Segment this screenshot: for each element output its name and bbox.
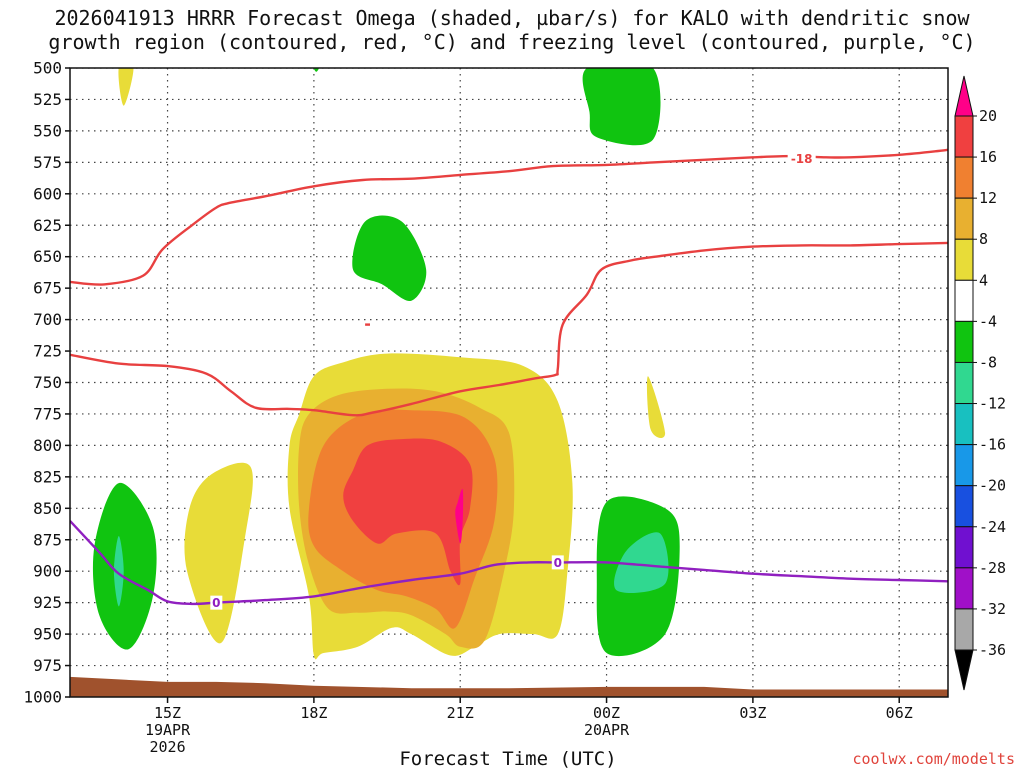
credit-link[interactable]: coolwx.com/modelts — [852, 750, 1015, 768]
y-tick-label: 725 — [33, 342, 62, 361]
colorbar-label: 4 — [979, 271, 988, 289]
colorbar-label: -36 — [979, 641, 1006, 659]
y-tick-label: 775 — [33, 404, 62, 423]
colorbar-box — [954, 115, 974, 158]
y-tick-label: 500 — [33, 59, 62, 78]
colorbar-label: -16 — [979, 436, 1006, 454]
y-tick-label: 875 — [33, 530, 62, 549]
colorbar-box — [954, 526, 974, 569]
y-tick-label: 850 — [33, 499, 62, 518]
colorbar-label: 12 — [979, 189, 997, 207]
y-tick-label: 950 — [33, 625, 62, 644]
colorbar-box — [954, 197, 974, 240]
y-tick-label: 750 — [33, 373, 62, 392]
colorbar-label: 16 — [979, 148, 997, 166]
colorbar-label: -4 — [979, 312, 997, 330]
colorbar-label: -8 — [979, 353, 997, 371]
y-tick-label: 700 — [33, 310, 62, 329]
x-tick-date: 19APR — [145, 721, 191, 739]
x-tick-label: 03Z — [739, 704, 766, 722]
plot-content: -18 0 0 — [70, 68, 948, 697]
colorbar-label: 8 — [979, 230, 988, 248]
omega-region — [582, 68, 661, 146]
y-tick-label: 900 — [33, 562, 62, 581]
colorbar-label: -24 — [979, 518, 1006, 536]
x-tick-label: 00Z — [593, 704, 620, 722]
omega-region — [614, 532, 669, 593]
x-tick-label: 06Z — [886, 704, 913, 722]
colorbar-label: -32 — [979, 600, 1006, 618]
omega-region — [113, 536, 124, 607]
colorbar: 20 16 12 8 4 -4 -8 -12 -16 -20 -24 -28 -32 -36 — [954, 75, 1006, 691]
contour-line — [70, 148, 948, 286]
x-tick-label: 21Z — [447, 704, 474, 722]
y-tick-label: 650 — [33, 247, 62, 266]
chart-title: 2026041913 HRRR Forecast Omega (shaded, … — [0, 6, 1024, 54]
omega-region — [92, 482, 157, 650]
x-tick-label: 15Z — [154, 704, 181, 722]
contour-line — [70, 520, 948, 606]
colorbar-box — [954, 608, 974, 651]
omega-region — [118, 68, 134, 106]
y-tick-label: 1000 — [23, 688, 62, 707]
colorbar-box — [954, 361, 974, 405]
colorbar-box — [954, 485, 974, 528]
colorbar-top-arrow — [954, 75, 974, 117]
omega-region — [184, 462, 253, 644]
y-tick-label: 675 — [33, 279, 62, 298]
colorbar-box — [954, 403, 974, 446]
colorbar-box — [954, 320, 974, 363]
contour-label-bg — [787, 151, 816, 166]
title-line-2: growth region (contoured, red, °C) and f… — [48, 30, 976, 54]
title-line-1: 2026041913 HRRR Forecast Omega (shaded, … — [54, 6, 970, 30]
y-tick-label: 525 — [33, 90, 62, 109]
terrain-fill — [70, 676, 948, 697]
colorbar-box — [954, 567, 974, 610]
y-tick-label: 575 — [33, 153, 62, 172]
contour-label: 0 — [554, 556, 562, 570]
contour-label-bg — [210, 595, 223, 610]
colorbar-box — [954, 156, 974, 199]
x-tick-label: 18Z — [300, 704, 327, 722]
y-tick-label: 925 — [33, 593, 62, 612]
y-tick-label: 975 — [33, 656, 62, 675]
contour-label: 0 — [212, 596, 220, 610]
y-tick-label: 550 — [33, 121, 62, 140]
colorbar-label: -12 — [979, 395, 1006, 413]
omega-region — [352, 215, 427, 302]
omega-region — [646, 376, 666, 439]
y-tick-label: 800 — [33, 436, 62, 455]
axes: 500 525 550 575 600 625 650 675 700 725 750 775 800 8… — [23, 59, 949, 756]
y-tick-label: 600 — [33, 184, 62, 203]
colorbar-box — [954, 444, 974, 487]
y-tick-label: 625 — [33, 216, 62, 235]
omega-region — [455, 488, 464, 544]
colorbar-box — [954, 238, 974, 281]
colorbar-label: -28 — [979, 559, 1006, 577]
omega-region — [343, 438, 473, 586]
x-tick-year: 2026 — [149, 738, 185, 756]
colorbar-bottom-arrow — [954, 649, 974, 691]
colorbar-label: -20 — [979, 477, 1006, 495]
colorbar-label: 20 — [979, 107, 997, 125]
x-axis-label: Forecast Time (UTC) — [399, 748, 616, 768]
y-tick-label: 825 — [33, 467, 62, 486]
contour-label: -18 — [791, 152, 813, 166]
omega-region — [313, 68, 319, 72]
colorbar-box — [954, 279, 974, 322]
x-tick-date: 20APR — [584, 721, 630, 739]
contour-line — [70, 241, 948, 417]
contour-label-bg — [551, 555, 564, 570]
plot-area: -18 0 0 — [70, 68, 948, 697]
